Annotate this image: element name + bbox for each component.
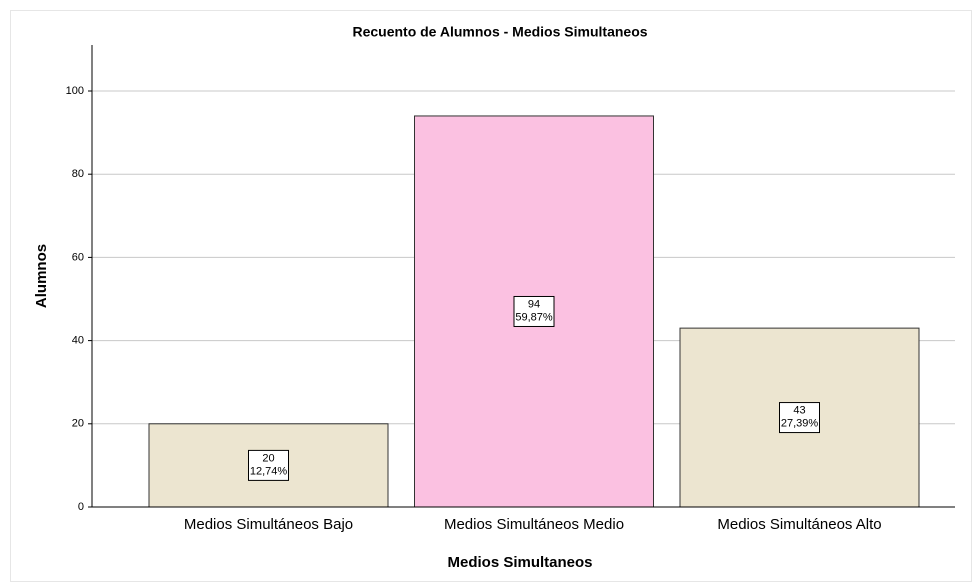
data-label-box: [513, 295, 555, 327]
x-axis-title: Medios Simultaneos: [447, 554, 592, 571]
y-tick-label: 20: [72, 418, 84, 430]
chart-title: Recuento de Alumnos - Medios Simultaneos: [352, 24, 647, 40]
y-tick-label: 80: [72, 168, 84, 180]
percent-label: 27,39%: [781, 417, 819, 429]
data-label: 94: [528, 298, 540, 310]
data-label-box: [248, 449, 289, 481]
y-tick-label: 100: [66, 85, 84, 97]
percent-label: 59,87%: [515, 311, 553, 323]
y-tick-label: 0: [78, 501, 84, 513]
x-tick-label: Medios Simultáneos Medio: [444, 516, 624, 533]
data-label-box: [779, 402, 820, 434]
x-tick-label: Medios Simultáneos Alto: [717, 516, 881, 533]
y-tick-label: 40: [72, 335, 84, 347]
x-tick-label: Medios Simultáneos Bajo: [184, 516, 353, 533]
y-axis-title: Alumnos: [33, 244, 50, 308]
percent-label: 12,74%: [250, 465, 288, 477]
data-label: 20: [262, 452, 274, 464]
y-tick-label: 60: [72, 251, 84, 263]
data-label: 43: [793, 404, 805, 416]
